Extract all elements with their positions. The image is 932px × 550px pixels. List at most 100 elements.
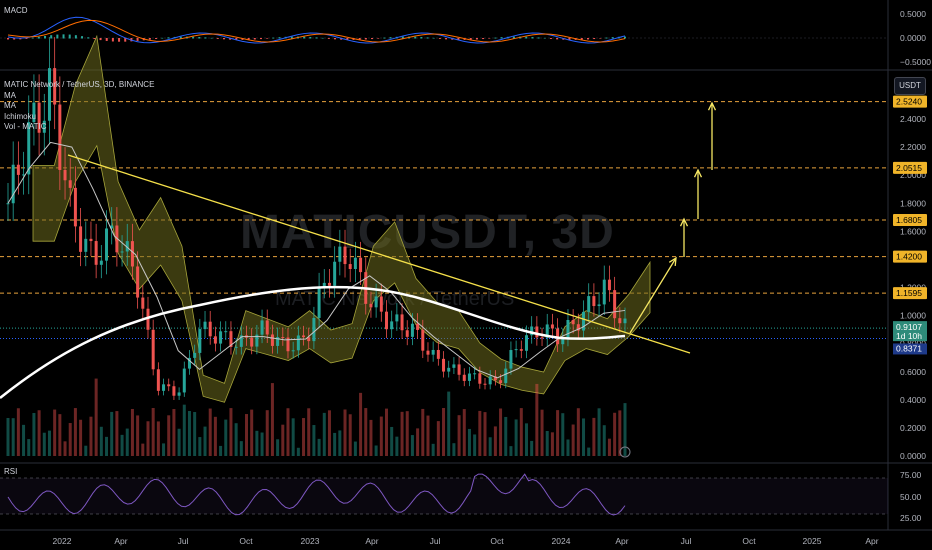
volume-bar: [379, 416, 383, 456]
time-tick-label: Jul: [178, 536, 189, 546]
legend: MATIC Network / TetherUS, 3D, BINANCE MA…: [4, 80, 154, 133]
volume-bar: [416, 428, 420, 456]
volume-bar: [499, 408, 503, 456]
candle-body: [333, 261, 337, 286]
candle-body: [229, 331, 233, 347]
volume-bar: [431, 443, 435, 456]
candle-body: [239, 335, 243, 347]
macd-histogram-bar: [105, 38, 108, 41]
macd-histogram-bar: [580, 38, 583, 40]
candle-body: [58, 104, 62, 170]
macd-histogram-bar: [568, 38, 571, 40]
candle-body: [353, 257, 357, 269]
candle-body: [120, 251, 124, 253]
candle-body: [156, 369, 160, 391]
legend-title[interactable]: MATIC Network / TetherUS, 3D, BINANCE: [4, 80, 155, 89]
time-tick-label: Apr: [615, 536, 628, 546]
volume-bar: [514, 419, 518, 456]
candle-body: [286, 337, 290, 352]
candle-body: [499, 380, 503, 384]
current-price-label: 0.9107: [896, 322, 922, 332]
level-price-tag: [893, 161, 927, 174]
macd-histogram-bar: [624, 36, 626, 39]
macd-histogram-bar: [192, 36, 195, 39]
candle-body: [545, 324, 549, 338]
volume-bar: [582, 418, 586, 456]
level-price-tag: [893, 214, 927, 227]
candle-body: [317, 286, 321, 318]
candle-body: [32, 102, 36, 123]
candle-body: [182, 368, 186, 393]
candle-body: [37, 102, 41, 133]
volume-bar: [187, 410, 191, 456]
volume-bar: [125, 428, 129, 456]
currency-button[interactable]: USDT: [894, 77, 926, 95]
volume-bar: [22, 424, 26, 456]
volume-bar: [276, 439, 280, 456]
descending-trendline: [67, 154, 691, 354]
time-tick-label: Apr: [865, 536, 878, 546]
candle-body: [136, 266, 140, 298]
macd-histogram-bar: [229, 38, 232, 40]
macd-histogram-bar: [81, 36, 84, 39]
candle-body: [79, 226, 83, 252]
candle-body: [442, 358, 446, 372]
candle-body: [519, 349, 523, 351]
time-tick-label: Oct: [742, 536, 756, 546]
candle-body: [208, 321, 212, 337]
volume-bar: [478, 410, 482, 456]
macd-histogram-bar: [31, 37, 34, 39]
rsi-tick-label: 25.00: [900, 513, 922, 523]
volume-bar: [587, 447, 591, 456]
level-price-tag: [893, 95, 927, 108]
volume-bar: [462, 409, 466, 456]
candle-body: [467, 373, 471, 381]
macd-histogram-bar: [50, 35, 53, 39]
volume-bar: [364, 408, 368, 456]
candle-body: [115, 225, 119, 253]
candle-body: [395, 314, 399, 322]
volume-bar: [550, 432, 554, 456]
time-tick-label: 2023: [301, 536, 320, 546]
macd-histogram-bar: [414, 36, 417, 39]
projection-arrow-1-head: [668, 256, 677, 267]
macd-histogram-bar: [290, 36, 293, 39]
macd-histogram-bar: [482, 38, 485, 40]
volume-bar: [571, 424, 575, 456]
volume-bar: [245, 414, 249, 456]
volume-bar: [504, 416, 508, 456]
macd-histogram-bar: [500, 37, 503, 39]
legend-item-ichimoku[interactable]: Ichimoku: [4, 111, 37, 121]
macd-histogram-bar: [118, 38, 121, 42]
candle-body: [172, 386, 176, 396]
volume-bar: [27, 439, 31, 456]
volume-bar: [597, 408, 601, 456]
macd-histogram-bar: [445, 38, 448, 40]
macd-histogram-bar: [19, 38, 22, 40]
candle-body: [177, 392, 181, 396]
candle-body: [151, 329, 155, 370]
volume-bar: [250, 409, 254, 456]
legend-item-ma2[interactable]: MA: [4, 101, 16, 110]
legend-item-volume[interactable]: Vol - MATIC: [4, 122, 47, 131]
volume-bar: [182, 404, 186, 456]
volume-bar: [302, 418, 306, 456]
volume-bar: [312, 425, 316, 456]
macd-histogram-bar: [494, 37, 497, 39]
candle-body: [514, 349, 518, 351]
volume-bar: [359, 392, 363, 456]
rsi-line: [7, 473, 626, 516]
legend-item-ma1[interactable]: MA: [4, 90, 16, 100]
level-price-label: 1.1595: [896, 288, 922, 298]
macd-histogram-bar: [457, 38, 460, 40]
candle-body: [607, 279, 611, 291]
candle-body: [613, 290, 617, 319]
volume-bar: [105, 436, 109, 456]
candle-body: [390, 321, 394, 330]
volume-bar: [566, 439, 570, 456]
level-price-label: 2.5240: [896, 97, 922, 107]
volume-bar: [281, 424, 285, 456]
volume-bar: [400, 411, 404, 456]
volume-bar: [270, 383, 274, 456]
